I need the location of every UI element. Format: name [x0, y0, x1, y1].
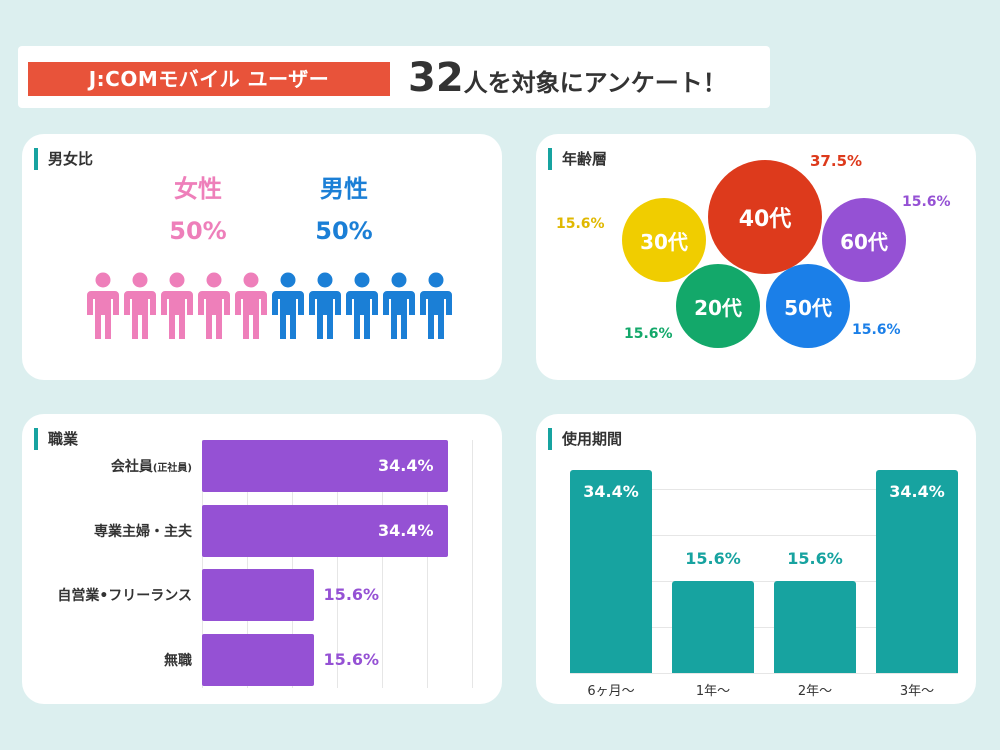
- pct-50s: 15.6%: [852, 322, 901, 338]
- pct-20s: 15.6%: [624, 326, 673, 342]
- female-person-icon: [122, 272, 158, 340]
- occupation-category-main: 会社員: [110, 459, 153, 475]
- male-person-icon: [418, 272, 454, 340]
- female-value: 50%: [169, 217, 227, 245]
- female-label: 女性: [174, 175, 222, 203]
- occupation-value-label: 34.4%: [378, 521, 434, 540]
- headline-text: 人を対象にアンケート！: [463, 69, 727, 97]
- usage-value-label: 15.6%: [787, 548, 843, 568]
- usage-gridline: [570, 489, 958, 490]
- bubble-label: 50代: [784, 295, 832, 320]
- usage-category: 3年〜: [899, 684, 935, 699]
- male-person-icon: [270, 272, 306, 340]
- people-pictogram: [85, 272, 454, 340]
- usage-gridline: [570, 673, 958, 674]
- bubble-label: 30代: [640, 229, 688, 254]
- survey-headline: 32人を対象にアンケート！: [408, 54, 727, 107]
- usage-value-label: 15.6%: [685, 548, 741, 568]
- occupation-category-sub: (正社員): [152, 463, 192, 474]
- gender-card-title: 男女比: [34, 148, 93, 170]
- occupation-category-main: 自営業•フリーランス: [57, 588, 192, 604]
- occupation-value-label: 15.6%: [323, 585, 380, 604]
- age-card-title: 年齢層: [548, 148, 607, 170]
- occupation-category: 無職: [164, 650, 192, 670]
- occupation-gridline: [427, 440, 428, 688]
- occupation-category: 専業主婦・主夫: [94, 521, 192, 541]
- usage-gridline: [570, 535, 958, 536]
- male-label: 男性: [320, 175, 368, 203]
- respondent-count: 32: [408, 55, 464, 101]
- occupation-gridline: [247, 440, 248, 688]
- occupation-bar: [202, 569, 314, 621]
- usage-bar: [570, 470, 652, 673]
- male-person-icon: [344, 272, 380, 340]
- occupation-gridline: [202, 440, 203, 688]
- occupation-category-main: 専業主婦・主夫: [94, 524, 192, 540]
- female-person-icon: [233, 272, 269, 340]
- occupation-gridline: [472, 440, 473, 688]
- usage-value-label: 34.4%: [889, 482, 945, 501]
- occupation-bar: [202, 634, 314, 686]
- usage-gridline: [570, 581, 958, 582]
- occupation-gridline: [382, 440, 383, 688]
- male-value: 50%: [315, 217, 373, 245]
- usage-bar: [876, 470, 958, 673]
- bubble-60s: 60代: [822, 198, 906, 282]
- occupation-value-label: 34.4%: [378, 456, 434, 475]
- female-person-icon: [159, 272, 195, 340]
- pct-30s: 15.6%: [556, 216, 605, 232]
- usage-gridline: [570, 627, 958, 628]
- gender-card: 男女比: [22, 134, 502, 380]
- male-person-icon: [307, 272, 343, 340]
- occupation-gridline: [337, 440, 338, 688]
- bubble-20s: 20代: [676, 264, 760, 348]
- survey-header: J:COMモバイル ユーザー 32人を対象にアンケート！: [18, 46, 770, 108]
- usage-category: 1年〜: [695, 684, 731, 699]
- occupation-card-title: 職業: [34, 428, 78, 450]
- bubble-40s: 40代: [708, 160, 822, 274]
- usage-category: 2年〜: [797, 684, 833, 699]
- male-person-icon: [381, 272, 417, 340]
- usage-card-title: 使用期間: [548, 428, 622, 450]
- bubble-label: 60代: [840, 229, 888, 254]
- service-tag: J:COMモバイル ユーザー: [28, 62, 390, 96]
- bubble-50s: 50代: [766, 264, 850, 348]
- bubble-label: 40代: [738, 207, 792, 232]
- usage-category: 6ヶ月〜: [587, 684, 635, 699]
- occupation-value-label: 15.6%: [323, 650, 380, 669]
- occupation-category: 自営業•フリーランス: [57, 585, 192, 605]
- bubble-label: 20代: [694, 295, 742, 320]
- occupation-bar: [202, 440, 448, 492]
- bubble-30s: 30代: [622, 198, 706, 282]
- pct-40s: 37.5%: [810, 152, 863, 170]
- occupation-category-main: 無職: [164, 653, 192, 669]
- occupation-bar: [202, 505, 448, 557]
- usage-bar: [672, 580, 754, 673]
- occupation-category: 会社員(正社員): [111, 456, 192, 476]
- usage-bar: [774, 580, 856, 673]
- pct-60s: 15.6%: [902, 194, 951, 210]
- female-person-icon: [85, 272, 121, 340]
- usage-value-label: 34.4%: [583, 482, 639, 501]
- occupation-gridline: [292, 440, 293, 688]
- female-person-icon: [196, 272, 232, 340]
